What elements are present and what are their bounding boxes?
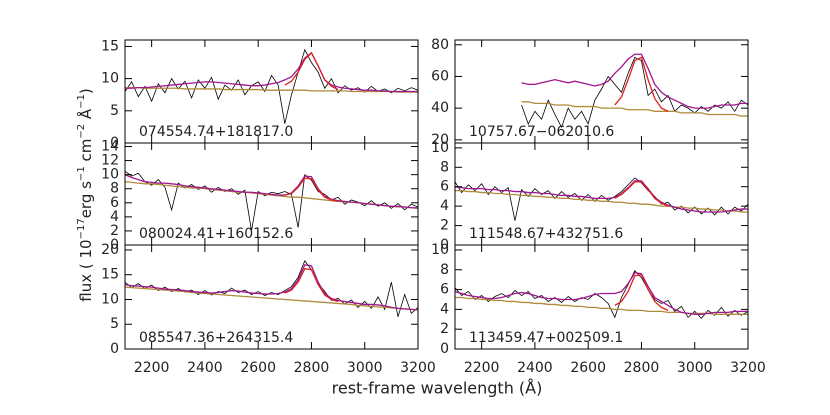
- y-axis-label-superscript: −1: [76, 94, 87, 109]
- y-axis-label: flux ( 10−17erg s−1 cm−2 Å−1): [76, 88, 95, 301]
- y-tick-label: 20: [431, 132, 449, 148]
- x-tick-label: 3200: [730, 360, 766, 376]
- series-line: [614, 273, 669, 311]
- panel-frame: [454, 244, 749, 350]
- y-tick-label: 12: [101, 153, 119, 169]
- y-axis-label-superscript: −2: [76, 124, 87, 139]
- series-line: [125, 286, 418, 311]
- y-tick-label: 60: [431, 68, 449, 84]
- panel-label: 085547.36+264315.4: [139, 330, 293, 346]
- x-tick-label: 3200: [400, 360, 436, 376]
- series-line: [455, 270, 748, 319]
- panel-label: 080024.41+160152.6: [139, 226, 293, 242]
- series-line: [455, 272, 748, 315]
- panel: 0 5 10 15 20 2200 2400 2600 2800 3000 3200 085547.3…: [101, 242, 436, 376]
- y-axis-label-part: flux ( 10: [77, 239, 95, 301]
- series-line: [521, 56, 748, 129]
- y-tick-label: 10: [431, 140, 449, 156]
- panel-label: 10757.67−062010.6: [469, 124, 614, 140]
- series-line: [614, 56, 669, 112]
- y-tick-label: 2: [110, 223, 119, 239]
- y-axis-label-part: cm: [77, 139, 95, 167]
- y-tick-label: 0: [110, 237, 119, 253]
- series-line: [284, 268, 339, 303]
- series-line: [284, 177, 339, 203]
- series-line: [125, 264, 418, 311]
- y-axis-label-part: ): [77, 88, 95, 94]
- series-line: [125, 174, 418, 209]
- x-tick-label: 3000: [677, 360, 713, 376]
- y-tick-label: 5: [110, 316, 119, 332]
- y-axis-label-superscript: −1: [76, 166, 87, 181]
- x-tick-label: 2200: [464, 360, 500, 376]
- panel: 0 5 10 15 074554.74+181817.0: [101, 38, 419, 151]
- x-tick-label: 2800: [294, 360, 330, 376]
- x-tick-label: 2600: [570, 360, 606, 376]
- series-line: [521, 101, 748, 117]
- y-tick-label: 2: [440, 321, 449, 337]
- y-tick-label: 0: [440, 237, 449, 253]
- y-tick-label: 0: [110, 135, 119, 151]
- series-line: [614, 181, 669, 207]
- x-axis-label: rest-frame wavelength (Å): [332, 379, 543, 398]
- x-tick-label: 2400: [517, 360, 553, 376]
- y-tick-label: 4: [110, 209, 119, 225]
- series-line: [125, 48, 418, 124]
- y-tick-label: 4: [440, 301, 449, 317]
- y-tick-label: 8: [110, 181, 119, 197]
- y-axis-label-superscript: −17: [76, 218, 87, 239]
- x-tick-label: 2400: [187, 360, 223, 376]
- series-line: [125, 86, 418, 93]
- y-axis-label-part: Å: [76, 108, 95, 124]
- panel-label: 111548.67+432751.6: [469, 226, 623, 242]
- panel: 20 40 60 80 10757.67−062010.6: [431, 37, 749, 148]
- y-tick-label: 5: [110, 103, 119, 119]
- series-line: [455, 296, 748, 315]
- y-tick-label: 80: [431, 37, 449, 53]
- series-line: [455, 189, 748, 213]
- series-line: [125, 170, 418, 231]
- y-tick-label: 4: [440, 198, 449, 214]
- y-tick-label: 0: [440, 341, 449, 357]
- y-tick-label: 40: [431, 100, 449, 116]
- y-tick-label: 15: [101, 38, 119, 54]
- panel: 0 2 4 6 8 10 111548.67+432751.6: [431, 140, 749, 253]
- x-tick-label: 2200: [134, 360, 170, 376]
- y-axis-label-part: erg s: [77, 181, 95, 218]
- y-tick-label: 6: [440, 179, 449, 195]
- panel-label: 074554.74+181817.0: [139, 124, 293, 140]
- y-tick-label: 10: [101, 167, 119, 183]
- panel: 0 2 4 6 8 10 2200 2400 2600 2800 3000 3200 113459.47…: [431, 242, 766, 376]
- x-tick-label: 2600: [240, 360, 276, 376]
- series-line: [455, 177, 748, 221]
- x-tick-label: 2800: [624, 360, 660, 376]
- y-tick-label: 0: [110, 341, 119, 357]
- y-tick-label: 10: [101, 71, 119, 87]
- series-line: [125, 51, 418, 93]
- y-tick-label: 8: [440, 262, 449, 278]
- y-tick-label: 20: [101, 242, 119, 258]
- series-line: [521, 53, 748, 109]
- panel-label: 113459.47+002509.1: [469, 330, 623, 346]
- x-tick-label: 3000: [347, 360, 383, 376]
- y-tick-label: 6: [110, 195, 119, 211]
- y-tick-label: 14: [101, 139, 119, 155]
- y-tick-label: 2: [440, 218, 449, 234]
- y-tick-label: 10: [101, 291, 119, 307]
- y-tick-label: 15: [101, 267, 119, 283]
- panel-frame: [124, 244, 419, 350]
- y-tick-label: 8: [440, 159, 449, 175]
- series-line: [455, 180, 748, 213]
- y-tick-label: 10: [431, 242, 449, 258]
- y-tick-label: 6: [440, 282, 449, 298]
- series-line: [284, 51, 339, 91]
